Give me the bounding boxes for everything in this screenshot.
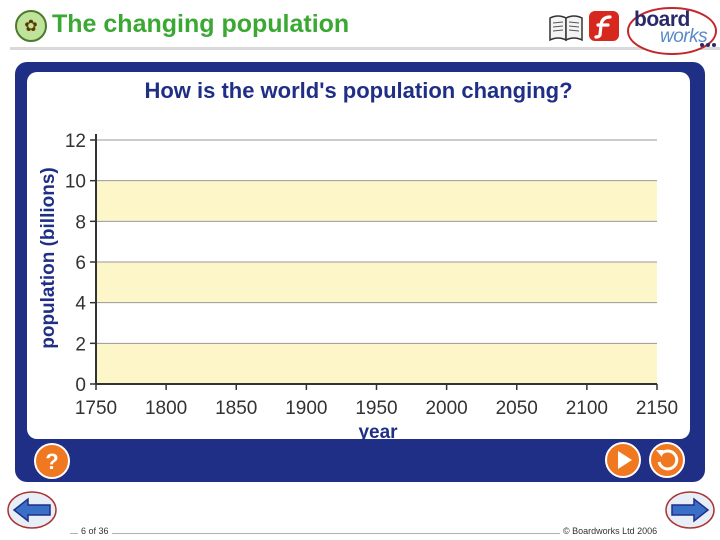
book-icon[interactable] — [548, 12, 584, 42]
y-tick-labels: 0 2 4 6 8 10 12 — [65, 131, 87, 396]
question-mark-icon: ? — [45, 449, 58, 474]
next-slide-button[interactable] — [664, 490, 716, 530]
y-tick-label: 2 — [75, 334, 86, 355]
replay-button[interactable] — [648, 441, 686, 479]
x-tick-label: 2100 — [566, 398, 608, 419]
footer-divider — [70, 533, 660, 534]
replay-icon — [657, 449, 679, 471]
y-tick-label: 10 — [65, 172, 86, 193]
chart-band — [96, 180, 657, 222]
previous-slide-button[interactable] — [6, 490, 58, 530]
x-tick-label: 1800 — [145, 398, 187, 419]
x-tick-label: 1750 — [75, 398, 117, 419]
left-arrow-icon — [12, 497, 51, 523]
x-axis-label: year — [358, 422, 398, 439]
chart-band — [96, 343, 657, 384]
y-axis-label: population (billions) — [38, 167, 59, 349]
x-tick-label: 2050 — [496, 398, 538, 419]
right-arrow-icon — [671, 497, 710, 523]
brand-board-text: board — [634, 8, 690, 31]
help-button[interactable]: ? — [33, 442, 71, 480]
slide-counter: 6 of 36 — [78, 526, 112, 536]
chart-band — [96, 140, 657, 181]
y-tick-label: 12 — [65, 131, 86, 152]
chart-title: How is the world's population changing? — [144, 78, 573, 103]
copyright-text: © Boardworks Ltd 2006 — [560, 526, 661, 536]
next-step-button[interactable] — [604, 441, 642, 479]
chart-bands — [96, 140, 657, 384]
x-tick-label: 1950 — [355, 398, 397, 419]
x-tick-label: 1850 — [215, 398, 257, 419]
title-divider — [10, 47, 720, 50]
chart-band — [96, 302, 657, 344]
play-icon — [618, 451, 632, 469]
x-tick-label: 1900 — [285, 398, 327, 419]
population-chart: 0 2 4 6 8 10 12 1750 1800 1850 1900 1950 2000 2050 21… — [38, 131, 678, 439]
brand-works-text: works — [660, 26, 708, 47]
x-tick-label: 2000 — [425, 398, 467, 419]
page-title: The changing population — [52, 10, 350, 38]
x-tick-label: 2150 — [636, 398, 678, 419]
chart-grid — [96, 139, 657, 385]
y-tick-label: 4 — [75, 294, 86, 315]
y-tick-label: 6 — [75, 253, 86, 274]
chart-band — [96, 262, 657, 303]
x-tick-labels: 1750 1800 1850 1900 1950 2000 2050 2100 2150 — [75, 398, 678, 419]
boardworks-logo — [627, 7, 717, 55]
y-tick-label: 8 — [75, 212, 86, 233]
topic-logo-icon: ✿ — [15, 10, 47, 42]
flash-icon[interactable] — [588, 10, 620, 42]
chart-axes — [90, 134, 658, 390]
chart-band — [96, 221, 657, 262]
y-tick-label: 0 — [75, 375, 86, 396]
